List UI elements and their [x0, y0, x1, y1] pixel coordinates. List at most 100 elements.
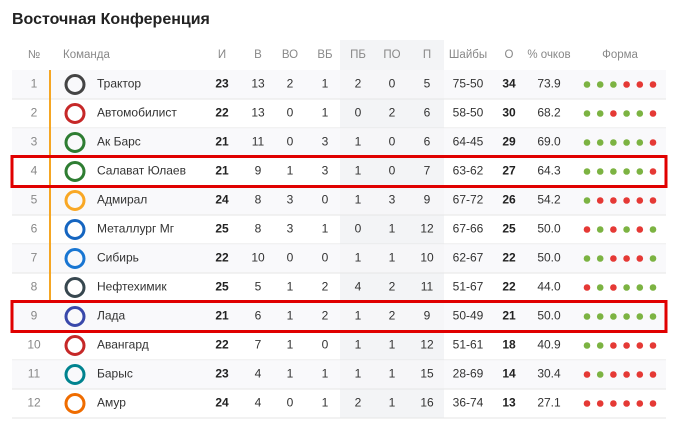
form-dot — [583, 284, 591, 291]
team-logo — [64, 277, 86, 298]
cell: 11 — [421, 280, 434, 294]
cell: 0 — [287, 251, 294, 265]
cell: 22 — [215, 251, 229, 265]
form-dot — [636, 197, 644, 204]
cell: 6 — [31, 222, 38, 236]
cell: 64-45 — [453, 135, 484, 149]
cell: 27.1 — [537, 396, 561, 410]
team-name: Салават Юлаев — [97, 164, 186, 178]
cell: 4 — [255, 396, 262, 410]
cell: 3 — [389, 193, 396, 207]
form-dot — [649, 313, 657, 320]
form-dot — [596, 110, 604, 117]
form-dot — [596, 342, 604, 349]
row-bg — [12, 302, 666, 331]
form-dot — [596, 226, 604, 233]
form-dot — [649, 81, 657, 88]
cell: 1 — [322, 396, 329, 410]
form-dot — [583, 313, 591, 320]
cell: 1 — [355, 251, 362, 265]
cell: 58-50 — [453, 106, 484, 120]
form-dot — [610, 168, 617, 175]
cell: 26 — [502, 193, 516, 207]
cell: 5 — [255, 280, 262, 294]
cell: 29 — [502, 135, 516, 149]
cell: 40.9 — [537, 338, 561, 352]
cell: 51-61 — [453, 338, 484, 352]
cell: 12 — [420, 338, 434, 352]
team-logo — [64, 364, 86, 385]
team-logo — [64, 335, 86, 356]
cell: 0 — [322, 193, 329, 207]
form-dot — [596, 313, 604, 320]
cell: 2 — [31, 106, 38, 120]
cell: 8 — [255, 193, 262, 207]
cell: 1 — [287, 309, 294, 323]
form-dot — [596, 255, 604, 262]
form-dot — [596, 284, 604, 291]
cell: 11 — [28, 367, 41, 381]
form-dot — [636, 255, 644, 262]
cell: 9 — [255, 164, 262, 178]
form-dot — [583, 342, 591, 349]
cell: 27 — [502, 164, 516, 178]
cell: 22 — [215, 338, 229, 352]
cell: 69.0 — [537, 135, 561, 149]
cell: 1 — [355, 164, 362, 178]
cell: 25 — [215, 222, 229, 236]
cell: 4 — [31, 164, 38, 178]
cell: 28-69 — [453, 367, 484, 381]
team-logo — [64, 306, 86, 327]
team-logo — [64, 161, 86, 182]
form-dot — [649, 139, 657, 146]
cell: 1 — [389, 396, 396, 410]
cell: 7 — [424, 164, 431, 178]
team-logo — [64, 219, 86, 240]
team-logo — [64, 190, 86, 211]
form-dot — [610, 110, 617, 117]
cell: 1 — [355, 309, 362, 323]
form-dot — [636, 342, 644, 349]
cell: 1 — [287, 367, 294, 381]
cell: 2 — [389, 106, 396, 120]
column-header: Форма — [602, 49, 638, 61]
cell: 67-72 — [453, 193, 484, 207]
cell: 22 — [215, 106, 229, 120]
cell: 3 — [287, 193, 294, 207]
form-dot — [610, 313, 617, 320]
team-name: Адмирал — [97, 193, 147, 207]
form-dot — [649, 400, 657, 407]
cell: 21 — [502, 309, 516, 323]
team-name: Барыс — [97, 367, 133, 381]
form-dot — [610, 139, 617, 146]
cell: 1 — [287, 280, 294, 294]
team-name: Сибирь — [97, 251, 139, 265]
form-dot — [649, 197, 657, 204]
column-header: % очков — [527, 49, 570, 61]
form-dot — [623, 81, 630, 88]
column-band — [340, 40, 444, 418]
cell: 1 — [355, 367, 362, 381]
form-dot — [623, 139, 630, 146]
cell: 1 — [389, 338, 396, 352]
cell: 6 — [424, 135, 431, 149]
cell: 1 — [287, 338, 294, 352]
column-header: ПО — [383, 49, 400, 61]
form-dot — [636, 313, 644, 320]
column-header: Команда — [63, 49, 110, 61]
cell: 62-67 — [453, 251, 484, 265]
cell: 64.3 — [537, 164, 561, 178]
cell: 25 — [502, 222, 516, 236]
cell: 21 — [215, 135, 229, 149]
cell: 1 — [389, 251, 396, 265]
highlight-box — [10, 155, 668, 188]
cell: 6 — [255, 309, 262, 323]
form-dot — [596, 139, 604, 146]
cell: 10 — [27, 338, 41, 352]
form-dot — [596, 197, 604, 204]
cell: 2 — [355, 396, 362, 410]
form-dot — [583, 168, 591, 175]
form-dot — [623, 255, 630, 262]
column-header: И — [218, 49, 226, 61]
